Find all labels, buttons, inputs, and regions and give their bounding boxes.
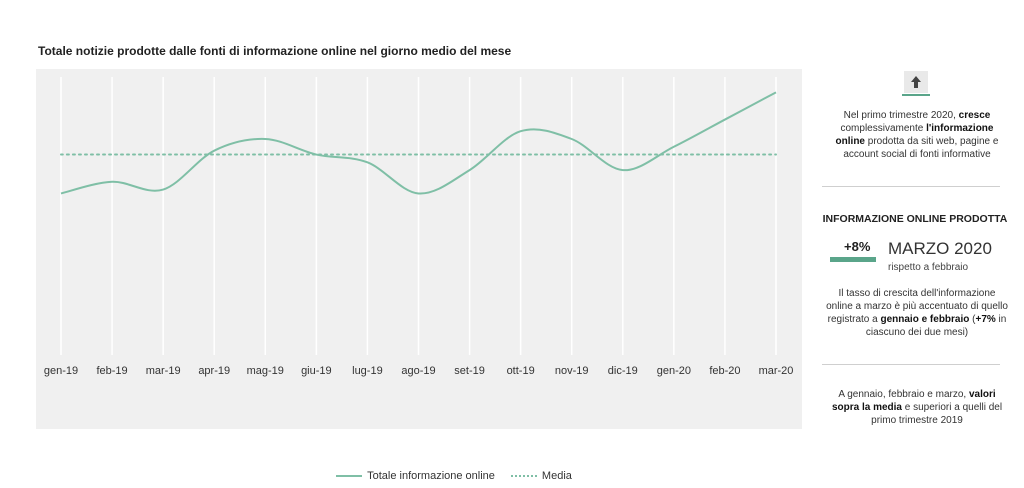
emphasis-text: +7% <box>975 314 996 325</box>
legend-label-media: Media <box>541 470 572 482</box>
side-panel: Nel primo trimestre 2020, cresce comples… <box>822 66 1012 466</box>
growth-value: +8% <box>844 239 871 254</box>
growth-bar <box>830 257 876 262</box>
legend-label-totale: Totale informazione online <box>367 470 495 482</box>
conclusion-text: A gennaio, febbraio e marzo, valori sopr… <box>826 388 1008 427</box>
legend-item-media: Media <box>510 470 572 482</box>
x-tick-label-mar-19: mar-19 <box>146 365 181 377</box>
emphasis-text: gennaio e febbraio <box>880 314 970 325</box>
text-segment: ( <box>969 314 976 325</box>
x-tick-label-ago-19: ago-19 <box>401 365 435 377</box>
chart-title: Totale notizie prodotte dalle fonti di i… <box>38 44 512 58</box>
text-segment: A gennaio, febbraio e marzo, <box>838 389 969 400</box>
icon-underline <box>902 94 930 96</box>
text-segment: prodotta da siti web, pagine e account s… <box>843 136 999 160</box>
x-tick-label-mag-19: mag-19 <box>247 365 284 377</box>
emphasis-text: cresce <box>958 110 991 121</box>
text-segment: Il tasso di crescita dell'informazione o… <box>826 288 1008 325</box>
emphasis-text: l'informazione online <box>835 123 994 147</box>
x-tick-label-nov-19: nov-19 <box>555 365 589 377</box>
x-tick-label-set-19: set-19 <box>454 365 485 377</box>
growth-note: rispetto a febbraio <box>888 262 969 273</box>
x-tick-label-ott-19: ott-19 <box>507 365 535 377</box>
x-tick-label-mar-20: mar-20 <box>759 365 794 377</box>
growth-month: MARZO 2020 <box>888 239 992 258</box>
legend-solid-line-swatch <box>336 475 363 477</box>
legend-item-totale: Totale informazione online <box>336 470 495 482</box>
x-tick-label-giu-19: giu-19 <box>301 365 332 377</box>
x-tick-label-gen-20: gen-20 <box>657 365 691 377</box>
emphasis-text: valori sopra la media <box>831 389 996 413</box>
text-segment: in ciascuno dei due mesi) <box>865 314 1007 338</box>
text-segment: complessivamente <box>840 123 927 134</box>
up-arrow-icon <box>904 71 928 93</box>
x-tick-label-feb-19: feb-19 <box>96 365 127 377</box>
chart-legend: Totale informazione online Media <box>318 464 590 488</box>
series-line-totale <box>60 91 777 195</box>
x-tick-label-gen-19: gen-19 <box>44 365 78 377</box>
divider <box>822 364 1000 365</box>
line-chart: gen-19 feb-19 mar-19 apr-19 mag-19 giu-19 lug-… <box>44 77 794 377</box>
x-tick-label-feb-20: feb-20 <box>709 365 740 377</box>
info-heading: INFORMAZIONE ONLINE PRODOTTA <box>822 213 1008 225</box>
text-segment: Nel primo trimestre 2020, <box>843 110 959 121</box>
text-segment: e superiori a quelli del primo trimestre… <box>871 402 1003 426</box>
detail-text: Il tasso di crescita dell'informazione o… <box>826 287 1008 339</box>
x-tick-label-dic-19: dic-19 <box>608 365 638 377</box>
intro-text: Nel primo trimestre 2020, cresce comples… <box>826 109 1008 161</box>
x-tick-label-lug-19: lug-19 <box>352 365 383 377</box>
legend-dotted-line-swatch <box>510 475 537 477</box>
divider <box>822 186 1000 187</box>
plot-area: gen-19 feb-19 mar-19 apr-19 mag-19 giu-19 lug-… <box>36 69 802 488</box>
x-tick-label-apr-19: apr-19 <box>198 365 230 377</box>
